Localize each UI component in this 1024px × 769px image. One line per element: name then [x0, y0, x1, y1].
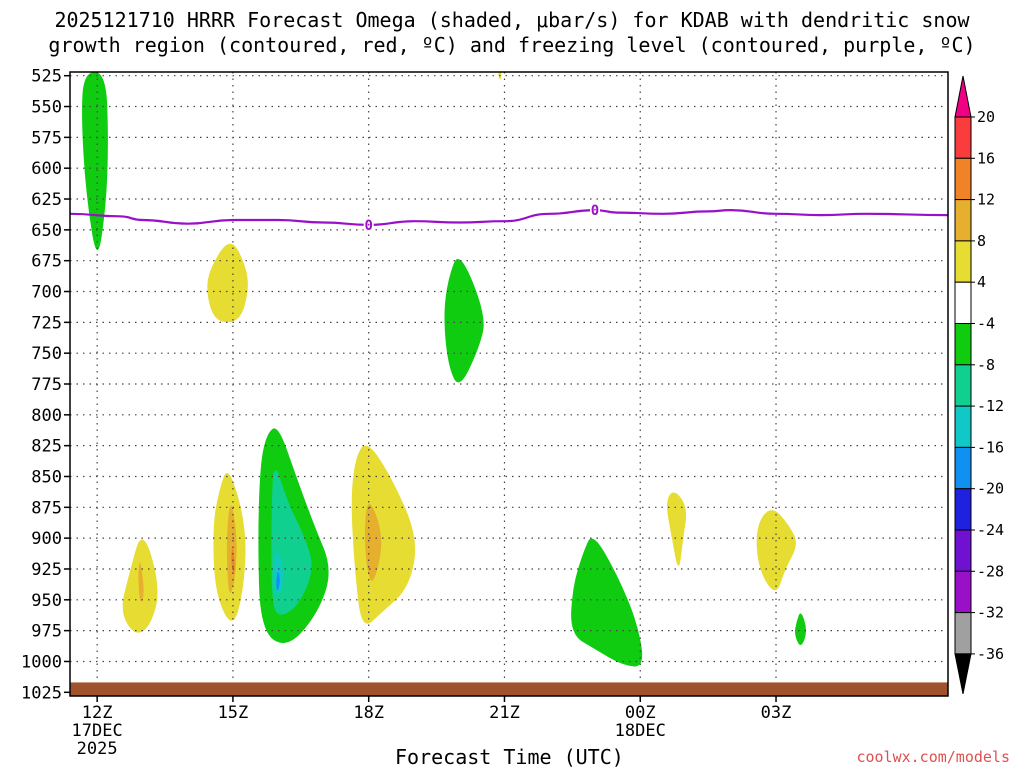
colorbar-label-5: -4 [977, 315, 995, 333]
freezing-level-label-bg-0 [363, 216, 374, 232]
y-tick-label-575: 575 [31, 128, 62, 148]
ground-layer [70, 682, 948, 696]
colorbar-bin-12-16 [954, 157, 972, 201]
y-tick-label-600: 600 [31, 159, 62, 179]
y-tick-label-725: 725 [31, 313, 62, 333]
y-tick-label-825: 825 [31, 437, 62, 457]
colorbar-label-0: 20 [977, 108, 995, 126]
omega-region-12 [276, 572, 280, 591]
colorbar-label-8: -16 [977, 438, 1004, 456]
y-tick-label-975: 975 [31, 622, 62, 642]
omega-region-2 [207, 243, 248, 323]
y-tick-label-700: 700 [31, 283, 62, 303]
colorbar-label-4: 4 [977, 273, 986, 291]
y-tick-label-650: 650 [31, 221, 62, 241]
colorbar-bin--20--16 [954, 446, 972, 490]
omega-region-3 [444, 258, 484, 383]
omega-shading-layer [82, 72, 806, 667]
plot-frame [69, 71, 949, 697]
colorbar-bin--8--4 [954, 323, 972, 366]
colorbar-bin--28--24 [954, 529, 972, 572]
colorbar-bin--16--12 [954, 405, 972, 448]
y-tick-label-950: 950 [31, 591, 62, 611]
grid-layer [70, 72, 948, 696]
colorbar-label-2: 12 [977, 191, 995, 209]
x-tick-label-15Z: 15Z [218, 703, 249, 723]
chart-title-line-1: 2025121710 HRRR Forecast Omega (shaded, … [54, 8, 970, 32]
colorbar-bin--4-4 [954, 281, 972, 325]
y-tick-label-800: 800 [31, 406, 62, 426]
y-tick-label-550: 550 [31, 98, 62, 118]
y-tick-label-1000: 1000 [21, 652, 62, 672]
ground-surface [70, 682, 948, 696]
x-tick-label-00Z: 00Z [625, 703, 656, 723]
x-tick-date-12Z: 17DEC [72, 721, 123, 741]
colorbar-label-11: -28 [977, 562, 1004, 580]
x-axis-label: Forecast Time (UTC) [395, 745, 624, 769]
x-tick-label-18Z: 18Z [353, 703, 384, 723]
colorbar-label-12: -32 [977, 604, 1004, 622]
omega-region-0 [82, 72, 108, 250]
colorbar-label-1: 16 [977, 149, 995, 167]
freezing-level-label-0: 0 [364, 218, 372, 234]
omega-region-13 [351, 445, 416, 624]
y-tick-label-875: 875 [31, 498, 62, 518]
colorbar-bin-4-8 [954, 240, 972, 283]
colorbar-arrow-top [954, 75, 972, 118]
colorbar-label-3: 8 [977, 232, 986, 250]
omega-region-17 [756, 510, 796, 591]
chart-title-line-2: growth region (contoured, red, ºC) and f… [48, 33, 976, 57]
freezing-level-label-1: 0 [591, 203, 599, 219]
y-tick-label-625: 625 [31, 190, 62, 210]
colorbar-label-13: -36 [977, 645, 1004, 663]
omega-region-18 [794, 613, 806, 645]
x-tick-date-00Z: 18DEC [615, 721, 666, 741]
colorbar-bin--36--32 [954, 612, 972, 655]
colorbar-arrow-bottom [954, 653, 972, 694]
omega-region-15 [571, 538, 643, 667]
x-tick-year-12Z: 2025 [77, 739, 118, 759]
omega-region-16 [667, 492, 687, 566]
y-tick-label-775: 775 [31, 375, 62, 395]
freezing-level-label-bg-1 [589, 202, 600, 218]
x-tick-label-21Z: 21Z [489, 703, 520, 723]
y-tick-label-1025: 1025 [21, 683, 62, 703]
y-tick-label-900: 900 [31, 529, 62, 549]
omega-region-5 [138, 562, 144, 602]
colorbar-label-9: -20 [977, 480, 1004, 498]
colorbar-label-7: -12 [977, 397, 1004, 415]
colorbar-bin-16-20 [954, 116, 972, 159]
colorbar-bin-8-12 [954, 199, 972, 242]
colorbar-bin--32--28 [954, 570, 972, 614]
y-tick-label-525: 525 [31, 67, 62, 87]
y-tick-label-750: 750 [31, 344, 62, 364]
freezing-level-line [69, 208, 949, 227]
colorbar-bin--24--20 [954, 488, 972, 531]
x-tick-label-03Z: 03Z [761, 703, 792, 723]
omega-region-14 [364, 503, 382, 581]
colorbar-label-6: -8 [977, 356, 995, 374]
y-tick-label-925: 925 [31, 560, 62, 580]
colorbar-bin--12--8 [954, 364, 972, 407]
y-tick-label-850: 850 [31, 467, 62, 487]
colorbar-label-10: -24 [977, 521, 1004, 539]
axis-labels-layer: 525 550 575 600 625 650 675 700 725 750 775 800 825 8… [21, 67, 791, 759]
colorbar: 20 16 12 8 4 -4 -8 -12 -16 -20 -24 -28 -32 -36 [954, 75, 1004, 694]
x-tick-label-12Z: 12Z [82, 703, 113, 723]
site-credit[interactable]: coolwx.com/models [856, 748, 1010, 766]
freezing-level-layer: 00 [69, 202, 949, 234]
y-tick-label-675: 675 [31, 252, 62, 272]
